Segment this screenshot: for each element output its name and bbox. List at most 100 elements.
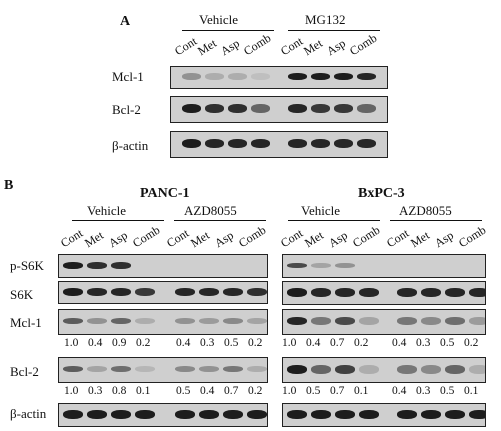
band [135, 409, 155, 419]
lane-label: Comb [241, 30, 274, 59]
band [247, 287, 267, 296]
row-label-actin: β-actin [112, 138, 149, 153]
band [311, 262, 331, 268]
band [250, 104, 270, 113]
row-label-bcl2: Bcl-2 [112, 102, 141, 117]
lane-label: Met [301, 36, 325, 59]
band [63, 409, 83, 419]
band [175, 318, 195, 324]
lane-label: Comb [347, 30, 380, 59]
blot-bxpc3-ps6k [282, 254, 486, 278]
lane-label: Asp [218, 36, 242, 59]
panel-a-label: A [120, 14, 131, 29]
blot-panc1-mcl1 [58, 309, 268, 335]
band [469, 364, 485, 374]
lane-label: Comb [236, 222, 269, 251]
lane-label: Comb [456, 222, 489, 251]
row-label-mcl1: Mcl-1 [10, 315, 42, 330]
group-label-vehicle: Vehicle [87, 203, 126, 218]
band [335, 287, 355, 297]
band [421, 364, 441, 374]
blot-panc1-bcl2 [58, 357, 268, 383]
blot-bxpc3-actin [282, 403, 486, 427]
band [397, 287, 417, 297]
group-label-mg132: MG132 [305, 12, 346, 27]
cell-line-bxpc3: BxPC-3 [358, 186, 405, 201]
group-underline [174, 220, 266, 221]
band [287, 262, 307, 268]
blot-panc1-s6k [58, 281, 268, 304]
band [469, 287, 485, 297]
lane-label: Met [82, 228, 106, 251]
quant-value: 0.5 [306, 385, 321, 397]
band [287, 104, 307, 113]
blot-a-mcl1 [170, 66, 388, 89]
band [199, 318, 219, 324]
band [469, 317, 485, 325]
band [311, 287, 331, 297]
quant-value: 0.9 [112, 337, 127, 349]
band [223, 366, 243, 372]
band [87, 261, 107, 269]
row-label-s6k: S6K [10, 287, 34, 302]
band [87, 366, 107, 372]
band [356, 104, 376, 113]
band [227, 139, 247, 148]
lane-label: Met [195, 36, 219, 59]
band [310, 104, 330, 113]
quant-value: 0.3 [416, 385, 431, 397]
row-label-mcl1: Mcl-1 [112, 69, 144, 84]
band [111, 409, 131, 419]
band [87, 318, 107, 324]
row-label-actin: β-actin [10, 406, 47, 421]
blot-a-bcl2 [170, 96, 388, 123]
quant-value: 0.3 [416, 337, 431, 349]
quant-value: 1.0 [282, 385, 297, 397]
band [247, 318, 267, 324]
lane-label: Met [188, 228, 212, 251]
band [227, 104, 247, 113]
band [287, 73, 307, 80]
quant-value: 0.8 [112, 385, 127, 397]
quant-value: 0.4 [176, 337, 191, 349]
band [421, 317, 441, 325]
quant-value: 0.7 [330, 385, 345, 397]
band [135, 318, 155, 324]
row-label-ps6k: p-S6K [10, 258, 44, 273]
band [356, 73, 376, 80]
band [181, 104, 201, 113]
band [397, 364, 417, 374]
group-underline [182, 30, 274, 31]
cell-line-panc1: PANC-1 [140, 186, 190, 201]
band [250, 139, 270, 148]
group-underline [288, 30, 380, 31]
blot-bxpc3-mcl1 [282, 309, 486, 335]
band [135, 366, 155, 372]
blot-bxpc3-s6k [282, 281, 486, 305]
band [359, 317, 379, 325]
band [287, 409, 307, 419]
band [111, 261, 131, 269]
quant-value: 0.1 [464, 385, 479, 397]
band [445, 364, 465, 374]
band [247, 366, 267, 372]
quant-value: 0.3 [88, 385, 103, 397]
lane-label: Asp [326, 228, 350, 251]
band [359, 409, 379, 419]
band [63, 318, 83, 324]
lane-label: Asp [106, 228, 130, 251]
band [335, 409, 355, 419]
band [421, 409, 441, 419]
band [333, 104, 353, 113]
band [111, 287, 131, 296]
band [287, 287, 307, 297]
band [359, 364, 379, 374]
band [335, 262, 355, 268]
group-underline [288, 220, 380, 221]
group-label-azd8055: AZD8055 [184, 203, 237, 218]
quant-value: 0.2 [136, 337, 151, 349]
quant-value: 0.3 [200, 337, 215, 349]
group-underline [72, 220, 164, 221]
band [311, 409, 331, 419]
band [87, 409, 107, 419]
